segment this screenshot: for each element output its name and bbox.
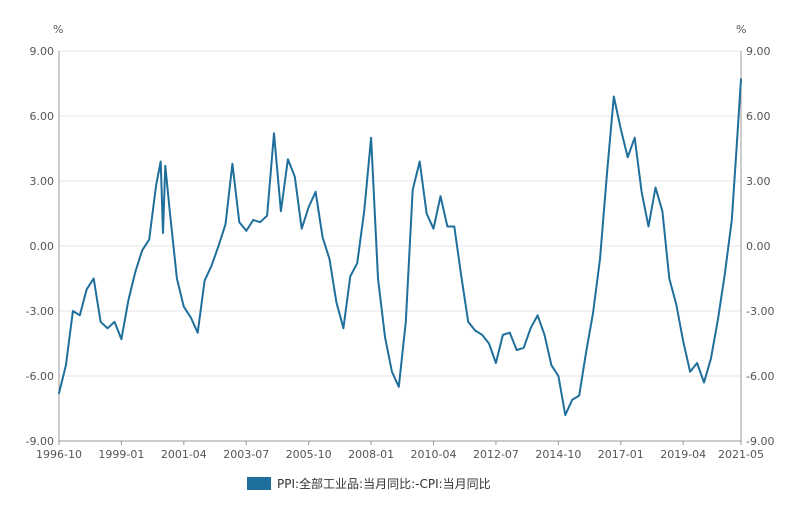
y-tick-label-right: 3.00: [746, 175, 771, 188]
y-axis-unit-right: %: [736, 23, 746, 36]
y-tick-label-left: -9.00: [26, 435, 54, 448]
x-tick-label: 2010-04: [411, 448, 457, 461]
y-tick-label-left: -6.00: [26, 370, 54, 383]
y-tick-label-right: -3.00: [746, 305, 774, 318]
axes: [58, 51, 742, 445]
series-line: [58, 78, 742, 416]
x-tick-label: 1999-01: [98, 448, 144, 461]
y-tick-label-right: -9.00: [746, 435, 774, 448]
x-tick-label: 2003-07: [223, 448, 269, 461]
x-tick-label: 2001-04: [161, 448, 207, 461]
y-tick-label-right: 6.00: [746, 110, 771, 123]
x-tick-label: 2021-05: [718, 448, 764, 461]
legend[interactable]: PPI:全部工业品:当月同比:-CPI:当月同比: [247, 476, 491, 491]
y-tick-label-right: -6.00: [746, 370, 774, 383]
x-tick-label: 2008-01: [348, 448, 394, 461]
y-tick-label-left: -3.00: [26, 305, 54, 318]
x-tick-label: 2014-10: [535, 448, 581, 461]
y-tick-label-left: 9.00: [30, 45, 55, 58]
y-tick-labels-right: 9.00 6.00 3.00 0.00 -3.00 -6.00 -9.00: [746, 45, 774, 448]
x-tick-labels: 1996-10 1999-01 2001-04 2003-07 2005-10 2008-…: [36, 448, 764, 461]
grid-lines: [59, 50, 741, 377]
x-tick-label: 2012-07: [473, 448, 519, 461]
x-tick-label: 2019-04: [660, 448, 706, 461]
y-tick-labels-left: 9.00 6.00 3.00 0.00 -3.00 -6.00 -9.00: [26, 45, 54, 448]
y-tick-label-left: 3.00: [30, 175, 55, 188]
y-tick-label-left: 0.00: [30, 240, 55, 253]
y-tick-label-right: 0.00: [746, 240, 771, 253]
series-lines: [58, 78, 742, 416]
x-tick-label: 1996-10: [36, 448, 82, 461]
legend-swatch: [247, 477, 271, 490]
legend-label: PPI:全部工业品:当月同比:-CPI:当月同比: [277, 476, 491, 491]
y-tick-label-left: 6.00: [30, 110, 55, 123]
x-tick-label: 2017-01: [598, 448, 644, 461]
y-axis-unit-left: %: [53, 23, 63, 36]
y-tick-label-right: 9.00: [746, 45, 771, 58]
x-tick-label: 2005-10: [286, 448, 332, 461]
